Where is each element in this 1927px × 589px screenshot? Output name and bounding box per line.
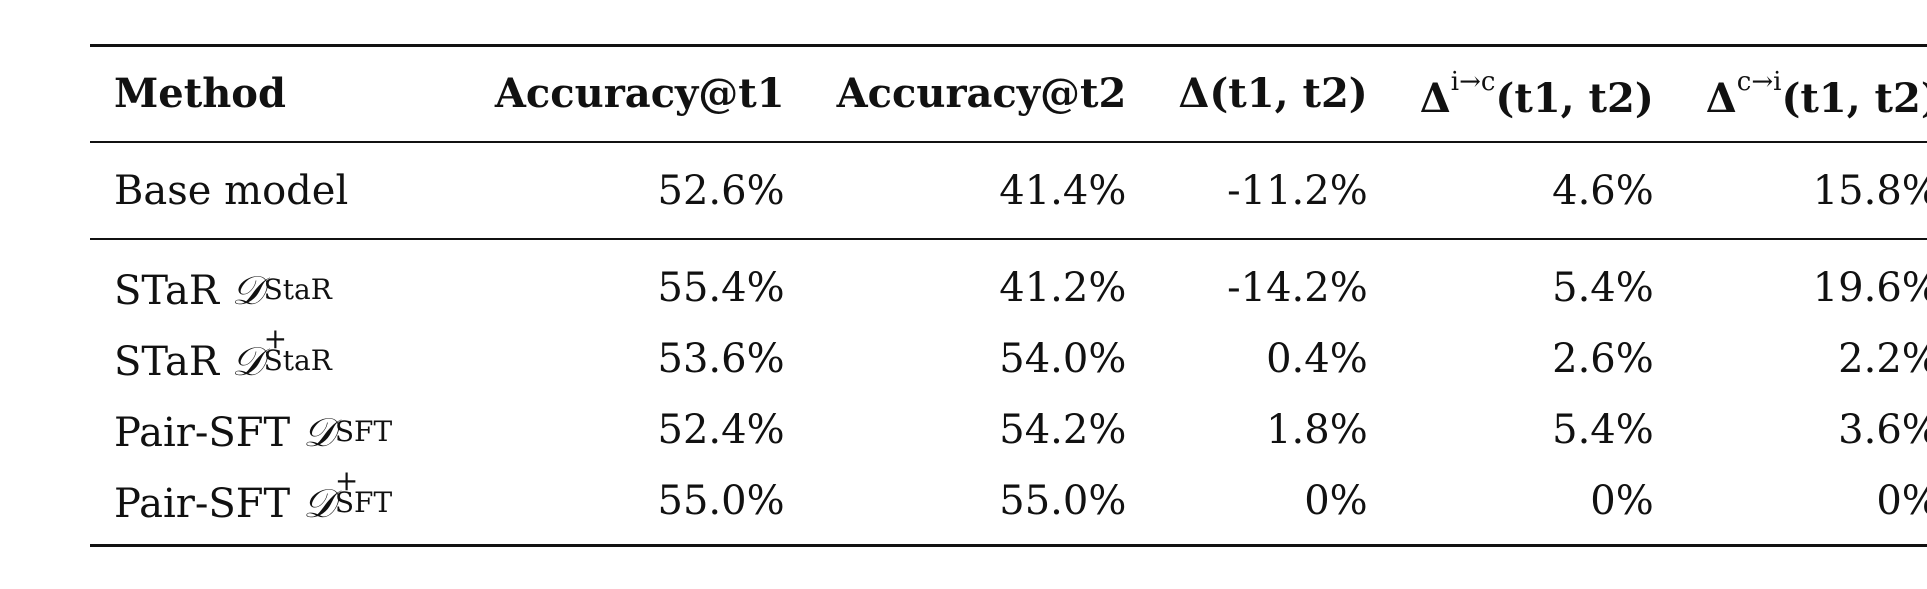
method-name: Pair-SFT — [114, 481, 291, 527]
dataset-symbol: 𝒟 — [231, 268, 264, 314]
cell-delta: 1.8% — [1266, 406, 1368, 453]
cell-delta-c-to-i: 15.8% — [1812, 167, 1927, 214]
cell-accuracy-t2: 41.2% — [999, 264, 1127, 311]
cell-delta-i-to-c: 5.4% — [1552, 406, 1654, 453]
dataset-superscript: + — [334, 464, 359, 498]
cell-delta-i-to-c: 2.6% — [1552, 335, 1654, 382]
table-row: Pair-SFT 𝒟+SFT 55.0% 55.0% 0% 0% 0% — [90, 465, 1927, 546]
cell-method: STaR 𝒟 + StaR — [90, 323, 469, 394]
header-accuracy-t1: Accuracy@t1 — [494, 70, 785, 117]
header-accuracy-t2: Accuracy@t2 — [836, 70, 1127, 117]
cell-accuracy-t1: 55.0% — [657, 477, 785, 524]
dataset-symbol: 𝒟 — [302, 410, 335, 456]
dataset-symbol: 𝒟 — [231, 339, 264, 385]
table-row: STaR 𝒟+StaR 53.6% 54.0% 0.4% 2.6% 2.2% — [90, 323, 1927, 394]
cell-accuracy-t2: 54.0% — [999, 335, 1127, 382]
header-row: Method Accuracy@t1 Accuracy@t2 Δ(t1, t2)… — [90, 45, 1927, 143]
header-method: Method — [114, 70, 286, 117]
delta-superscript: i→c — [1450, 66, 1496, 97]
cell-method: Base model — [114, 167, 349, 214]
dataset-superscript: + — [263, 322, 288, 356]
cell-accuracy-t2: 41.4% — [999, 167, 1127, 214]
results-table: Method Accuracy@t1 Accuracy@t2 Δ(t1, t2)… — [90, 44, 1927, 547]
dataset-subscript: SFT — [334, 414, 393, 448]
delta-superscript: c→i — [1736, 66, 1782, 97]
header-delta: Δ(t1, t2) — [1178, 70, 1368, 117]
cell-delta-i-to-c: 4.6% — [1552, 167, 1654, 214]
cell-accuracy-t2: 55.0% — [999, 477, 1127, 524]
cell-accuracy-t1: 55.4% — [657, 264, 785, 311]
cell-accuracy-t1: 52.6% — [657, 167, 785, 214]
cell-delta: 0.4% — [1266, 335, 1368, 382]
cell-accuracy-t2: 54.2% — [999, 406, 1127, 453]
method-name: STaR — [114, 268, 219, 314]
delta-args: (t1, t2) — [1495, 75, 1654, 123]
cell-delta-i-to-c: 5.4% — [1552, 264, 1654, 311]
cell-delta-c-to-i: 2.2% — [1838, 335, 1927, 382]
table-header: Method Accuracy@t1 Accuracy@t2 Δ(t1, t2)… — [90, 45, 1927, 143]
cell-delta: 0% — [1304, 477, 1368, 524]
table-row-base-model: Base model 52.6% 41.4% -11.2% 4.6% 15.8% — [90, 142, 1927, 239]
cell-delta-c-to-i: 19.6% — [1812, 264, 1927, 311]
dataset-subscript: StaR — [263, 272, 332, 306]
cell-delta-c-to-i: 0% — [1876, 477, 1927, 524]
cell-method: Pair-SFT 𝒟 SFT — [90, 394, 469, 465]
delta-symbol: Δ — [1419, 75, 1451, 123]
delta-symbol: Δ — [1705, 75, 1737, 123]
method-name: STaR — [114, 339, 219, 385]
cell-method: STaR 𝒟 StaR — [90, 239, 469, 323]
dataset-subscript: StaR — [263, 343, 332, 377]
cell-delta-i-to-c: 0% — [1590, 477, 1654, 524]
cell-delta: -14.2% — [1227, 264, 1368, 311]
cell-method: Pair-SFT 𝒟 + SFT — [90, 465, 469, 546]
cell-delta: -11.2% — [1227, 167, 1368, 214]
table-body: Base model 52.6% 41.4% -11.2% 4.6% 15.8%… — [90, 142, 1927, 546]
cell-accuracy-t1: 53.6% — [657, 335, 785, 382]
method-name: Pair-SFT — [114, 410, 291, 456]
dataset-subscript: SFT — [334, 485, 393, 519]
cell-delta-c-to-i: 3.6% — [1838, 406, 1927, 453]
header-delta-i-to-c: Δi→c(t1, t2) — [1394, 46, 1680, 143]
delta-args: (t1, t2) — [1781, 75, 1927, 123]
cell-accuracy-t1: 52.4% — [657, 406, 785, 453]
header-delta-c-to-i: Δc→i(t1, t2) — [1680, 46, 1927, 143]
dataset-symbol: 𝒟 — [302, 481, 335, 527]
